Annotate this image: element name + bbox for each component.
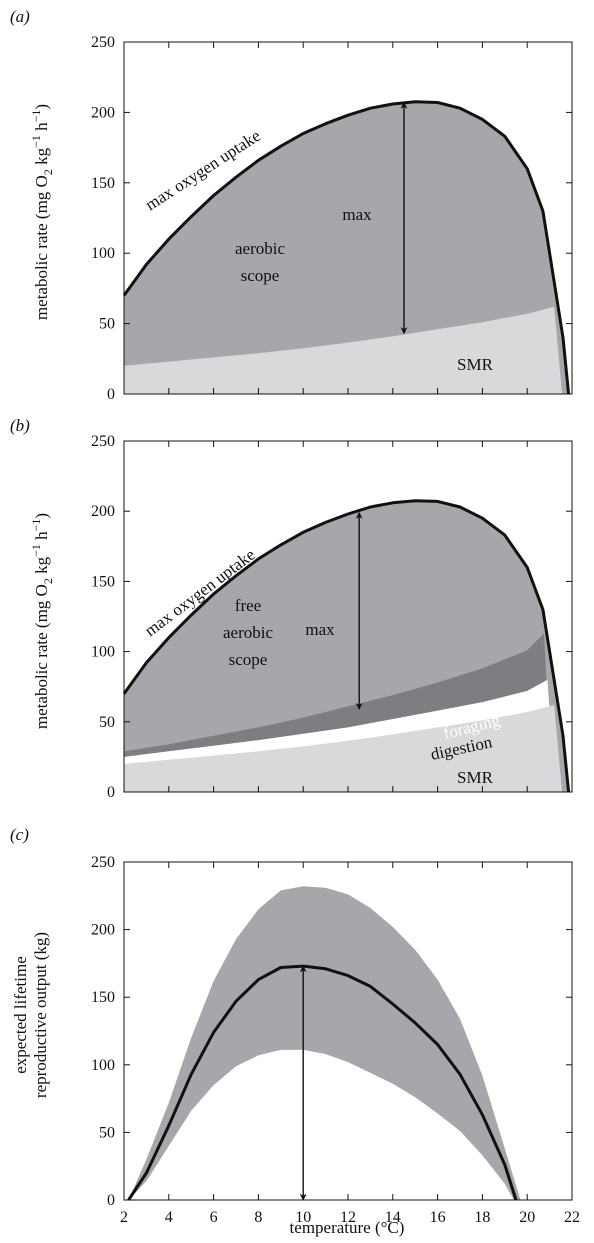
scope-label-a: scope	[241, 266, 280, 285]
y-tick-label: 100	[91, 644, 115, 661]
x-axis-label: temperature (°C)	[290, 1218, 405, 1237]
smr-label-a: SMR	[457, 355, 494, 374]
panel-label-a: (a)	[10, 7, 30, 26]
y-tick-label: 0	[107, 784, 115, 801]
y-axis-label-c-line2: reproductive output (kg)	[31, 932, 50, 1098]
max-label-a: max	[342, 205, 372, 224]
aerobic-label-a: aerobic	[235, 239, 285, 258]
y-tick-label: 250	[91, 34, 115, 51]
free-label-b: free	[235, 596, 261, 615]
y-tick-label: 150	[91, 989, 115, 1006]
scope-label-b: scope	[229, 650, 268, 669]
y-tick-label: 200	[91, 104, 115, 121]
y-tick-label: 250	[91, 433, 115, 450]
x-tick-label: 8	[254, 1209, 262, 1226]
y-tick-label: 200	[91, 922, 115, 939]
x-tick-label: 6	[210, 1209, 218, 1226]
smr-label-b: SMR	[457, 768, 494, 787]
x-tick-label: 10	[295, 1209, 311, 1226]
y-axis-label-b: metabolic rate (mg O2 kg−1 h−1)	[29, 513, 55, 729]
panel-label-c: (c)	[10, 825, 29, 844]
y-tick-label: 200	[91, 503, 115, 520]
panel-a: (a) 0 50 100 150 200 250 metabolic rate (mg O…	[10, 7, 573, 403]
y-tick-label: 50	[99, 714, 115, 731]
aerobic-label-b: aerobic	[223, 623, 273, 642]
panel-c: (c) 0 50 100 150 200 250 2 4 6 8 10 12 14 16 18 20 22 ex…	[10, 825, 580, 1237]
smr-area	[124, 705, 563, 792]
y-tick-label: 0	[107, 386, 115, 403]
y-tick-label: 150	[91, 175, 115, 192]
aerobic-scope-area	[124, 101, 569, 395]
y-tick-label: 100	[91, 1057, 115, 1074]
panel-b-plot: 0 50 100 150 200 250	[91, 433, 573, 801]
y-tick-label: 100	[91, 245, 115, 262]
panel-c-plot: 0 50 100 150 200 250 2 4 6 8 10 12 14 16 18 20 22	[91, 854, 580, 1226]
panel-a-plot: 0 50 100 150 200 250	[91, 34, 573, 403]
y-tick-label: 50	[99, 316, 115, 333]
x-tick-label: 20	[519, 1209, 535, 1226]
x-tick-label: 16	[430, 1209, 446, 1226]
y-tick-label: 0	[107, 1192, 115, 1209]
x-tick-label: 2	[120, 1209, 128, 1226]
y-axis-label-a: metabolic rate (mg O2 kg−1 h−1)	[29, 104, 55, 320]
mean-output-line	[127, 964, 518, 1201]
y-tick-label: 250	[91, 854, 115, 871]
x-tick-label: 14	[385, 1209, 401, 1226]
uncertainty-band	[128, 886, 521, 1200]
max-oxygen-uptake-line	[122, 499, 571, 793]
panel-label-b: (b)	[10, 416, 30, 435]
x-tick-label: 4	[165, 1209, 173, 1226]
y-tick-label: 50	[99, 1124, 115, 1141]
smr-area	[124, 306, 563, 394]
x-tick-label: 22	[564, 1209, 580, 1226]
x-tick-label: 12	[340, 1209, 356, 1226]
max-oxygen-uptake-line	[122, 100, 571, 395]
max-label-b: max	[305, 620, 335, 639]
y-tick-label: 150	[91, 573, 115, 590]
panel-b: (b) 0 50 100 150 200 250 metabolic rate (mg O…	[10, 416, 573, 801]
y-axis-label-c-line1: expected lifetime	[11, 956, 30, 1074]
x-tick-label: 18	[474, 1209, 490, 1226]
